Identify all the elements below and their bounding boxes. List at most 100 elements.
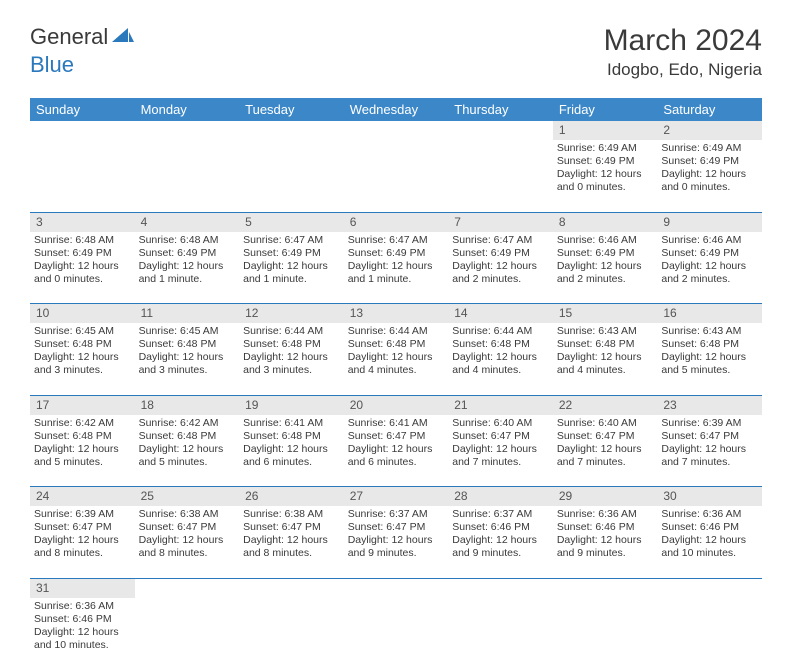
day-number-cell [553,578,658,598]
day-content-row: Sunrise: 6:42 AMSunset: 6:48 PMDaylight:… [30,415,762,487]
day-cell: Sunrise: 6:45 AMSunset: 6:48 PMDaylight:… [30,323,135,395]
day-number-cell: 9 [657,212,762,232]
day-cell [344,140,449,212]
day-cell [448,598,553,670]
day-cell: Sunrise: 6:40 AMSunset: 6:47 PMDaylight:… [448,415,553,487]
day-number-row: 24252627282930 [30,487,762,507]
day-number-cell: 17 [30,395,135,415]
logo-sail-icon [112,28,134,49]
day-cell: Sunrise: 6:38 AMSunset: 6:47 PMDaylight:… [239,506,344,578]
day-cell [30,140,135,212]
day-cell [553,598,658,670]
day-number-cell: 18 [135,395,240,415]
day-number-cell: 14 [448,304,553,324]
logo-word2-wrap: Blue [30,52,74,78]
day-number-cell: 3 [30,212,135,232]
day-number-cell [135,121,240,140]
day-cell: Sunrise: 6:39 AMSunset: 6:47 PMDaylight:… [30,506,135,578]
day-cell: Sunrise: 6:36 AMSunset: 6:46 PMDaylight:… [657,506,762,578]
day-number-cell: 30 [657,487,762,507]
day-number-cell: 7 [448,212,553,232]
day-number-cell: 22 [553,395,658,415]
weekday-header: Monday [135,98,240,121]
day-cell: Sunrise: 6:44 AMSunset: 6:48 PMDaylight:… [239,323,344,395]
day-number-row: 10111213141516 [30,304,762,324]
day-cell: Sunrise: 6:46 AMSunset: 6:49 PMDaylight:… [657,232,762,304]
day-cell: Sunrise: 6:42 AMSunset: 6:48 PMDaylight:… [30,415,135,487]
day-number-cell: 24 [30,487,135,507]
weekday-header-row: SundayMondayTuesdayWednesdayThursdayFrid… [30,98,762,121]
day-cell: Sunrise: 6:41 AMSunset: 6:48 PMDaylight:… [239,415,344,487]
day-number-cell [344,121,449,140]
day-number-row: 31 [30,578,762,598]
day-number-cell [30,121,135,140]
day-cell: Sunrise: 6:39 AMSunset: 6:47 PMDaylight:… [657,415,762,487]
day-cell: Sunrise: 6:47 AMSunset: 6:49 PMDaylight:… [344,232,449,304]
day-number-cell: 4 [135,212,240,232]
day-cell: Sunrise: 6:44 AMSunset: 6:48 PMDaylight:… [344,323,449,395]
day-number-cell [239,121,344,140]
day-cell: Sunrise: 6:43 AMSunset: 6:48 PMDaylight:… [657,323,762,395]
day-content-row: Sunrise: 6:48 AMSunset: 6:49 PMDaylight:… [30,232,762,304]
day-number-cell [344,578,449,598]
day-cell: Sunrise: 6:38 AMSunset: 6:47 PMDaylight:… [135,506,240,578]
day-cell: Sunrise: 6:43 AMSunset: 6:48 PMDaylight:… [553,323,658,395]
day-number-cell [448,121,553,140]
title-block: March 2024 Idogbo, Edo, Nigeria [604,24,762,80]
weekday-header: Thursday [448,98,553,121]
day-cell [657,598,762,670]
weekday-header: Wednesday [344,98,449,121]
page-header: General March 2024 Idogbo, Edo, Nigeria [0,0,792,90]
day-cell: Sunrise: 6:37 AMSunset: 6:46 PMDaylight:… [448,506,553,578]
calendar-table: SundayMondayTuesdayWednesdayThursdayFrid… [30,98,762,670]
day-number-cell: 2 [657,121,762,140]
day-number-cell: 28 [448,487,553,507]
logo: General [30,24,136,50]
day-number-cell: 10 [30,304,135,324]
day-cell: Sunrise: 6:46 AMSunset: 6:49 PMDaylight:… [553,232,658,304]
day-cell: Sunrise: 6:36 AMSunset: 6:46 PMDaylight:… [30,598,135,670]
day-content-row: Sunrise: 6:45 AMSunset: 6:48 PMDaylight:… [30,323,762,395]
day-number-cell [239,578,344,598]
month-title: March 2024 [604,24,762,58]
day-number-cell: 20 [344,395,449,415]
day-content-row: Sunrise: 6:36 AMSunset: 6:46 PMDaylight:… [30,598,762,670]
day-number-cell: 15 [553,304,658,324]
day-number-cell: 25 [135,487,240,507]
day-cell: Sunrise: 6:47 AMSunset: 6:49 PMDaylight:… [448,232,553,304]
day-cell: Sunrise: 6:36 AMSunset: 6:46 PMDaylight:… [553,506,658,578]
day-number-cell: 11 [135,304,240,324]
day-number-cell: 5 [239,212,344,232]
day-cell: Sunrise: 6:49 AMSunset: 6:49 PMDaylight:… [553,140,658,212]
day-number-row: 12 [30,121,762,140]
day-cell: Sunrise: 6:41 AMSunset: 6:47 PMDaylight:… [344,415,449,487]
weekday-header: Saturday [657,98,762,121]
day-number-cell: 23 [657,395,762,415]
day-cell: Sunrise: 6:48 AMSunset: 6:49 PMDaylight:… [135,232,240,304]
day-number-cell: 16 [657,304,762,324]
day-cell [135,598,240,670]
day-number-cell: 12 [239,304,344,324]
day-number-cell: 19 [239,395,344,415]
day-cell: Sunrise: 6:42 AMSunset: 6:48 PMDaylight:… [135,415,240,487]
day-number-cell: 13 [344,304,449,324]
day-cell: Sunrise: 6:37 AMSunset: 6:47 PMDaylight:… [344,506,449,578]
day-cell: Sunrise: 6:48 AMSunset: 6:49 PMDaylight:… [30,232,135,304]
day-number-cell: 21 [448,395,553,415]
day-cell: Sunrise: 6:44 AMSunset: 6:48 PMDaylight:… [448,323,553,395]
day-cell: Sunrise: 6:49 AMSunset: 6:49 PMDaylight:… [657,140,762,212]
day-cell: Sunrise: 6:40 AMSunset: 6:47 PMDaylight:… [553,415,658,487]
day-cell [135,140,240,212]
day-number-cell [448,578,553,598]
day-number-cell: 31 [30,578,135,598]
day-cell [239,140,344,212]
day-number-cell [657,578,762,598]
day-number-cell: 27 [344,487,449,507]
day-content-row: Sunrise: 6:39 AMSunset: 6:47 PMDaylight:… [30,506,762,578]
weekday-header: Tuesday [239,98,344,121]
day-number-cell: 29 [553,487,658,507]
day-number-cell: 1 [553,121,658,140]
calendar-body: 12 Sunrise: 6:49 AMSunset: 6:49 PMDaylig… [30,121,762,670]
location-label: Idogbo, Edo, Nigeria [604,60,762,80]
weekday-header: Friday [553,98,658,121]
